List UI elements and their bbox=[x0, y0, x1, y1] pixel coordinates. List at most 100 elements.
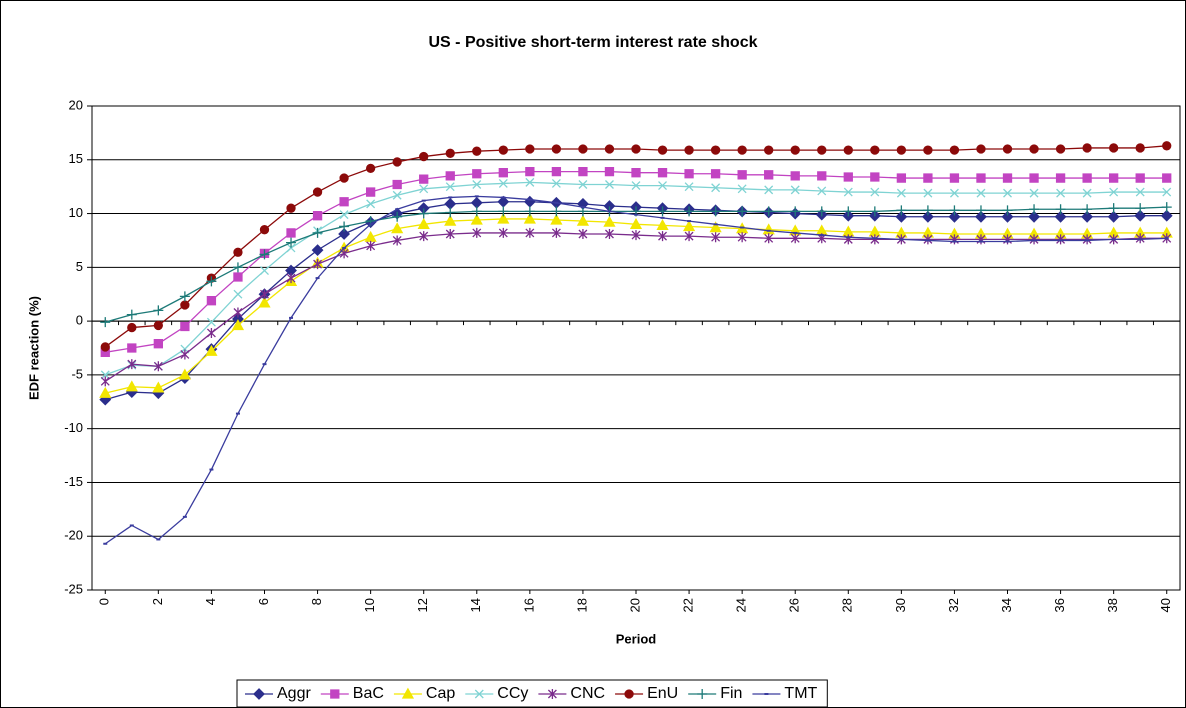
marker bbox=[419, 174, 429, 184]
marker bbox=[392, 157, 402, 167]
marker bbox=[339, 173, 349, 183]
marker bbox=[1028, 210, 1040, 223]
marker bbox=[498, 145, 508, 155]
marker bbox=[1135, 203, 1146, 214]
marker bbox=[153, 339, 163, 349]
marker bbox=[498, 178, 508, 188]
marker bbox=[976, 188, 986, 198]
marker bbox=[578, 228, 588, 239]
marker bbox=[896, 205, 907, 216]
marker bbox=[1082, 234, 1092, 245]
marker bbox=[631, 230, 641, 241]
marker bbox=[578, 180, 588, 189]
marker bbox=[312, 211, 323, 221]
marker bbox=[790, 206, 801, 217]
marker bbox=[1029, 204, 1040, 215]
marker bbox=[232, 262, 243, 273]
marker bbox=[710, 169, 721, 179]
y-tick-label: -10 bbox=[64, 420, 83, 435]
marker bbox=[445, 171, 455, 181]
marker bbox=[870, 234, 880, 245]
marker bbox=[816, 206, 827, 217]
marker bbox=[524, 206, 535, 217]
marker bbox=[99, 386, 112, 398]
marker bbox=[684, 182, 694, 192]
marker bbox=[286, 237, 297, 248]
marker bbox=[1054, 210, 1067, 223]
marker bbox=[578, 144, 588, 154]
x-tick-label: 10 bbox=[362, 598, 377, 612]
marker bbox=[656, 219, 669, 231]
legend-label: CCy bbox=[497, 685, 528, 702]
marker bbox=[1003, 188, 1012, 198]
marker bbox=[657, 145, 668, 155]
marker bbox=[547, 689, 557, 699]
marker bbox=[339, 210, 349, 220]
marker bbox=[737, 170, 747, 180]
marker bbox=[576, 214, 590, 226]
x-tick-label: 20 bbox=[627, 598, 642, 612]
marker bbox=[286, 228, 296, 238]
x-axis-label: Period bbox=[616, 631, 657, 646]
marker bbox=[391, 222, 404, 234]
marker bbox=[578, 166, 588, 177]
marker bbox=[976, 144, 986, 154]
x-tick-label: 40 bbox=[1158, 598, 1173, 612]
marker bbox=[711, 183, 721, 193]
x-tick-label: 18 bbox=[574, 598, 589, 612]
marker bbox=[709, 221, 722, 233]
marker bbox=[551, 166, 562, 177]
marker bbox=[1056, 188, 1066, 198]
marker bbox=[470, 213, 483, 225]
marker bbox=[790, 233, 800, 244]
legend: Aggr BaC Cap CCy CNC EnU Fin TMT bbox=[236, 679, 828, 708]
marker bbox=[790, 171, 800, 181]
marker bbox=[949, 205, 960, 216]
marker bbox=[498, 206, 509, 217]
x-tick-label: 6 bbox=[256, 598, 271, 605]
marker bbox=[1135, 187, 1145, 197]
series bbox=[100, 141, 1172, 352]
legend-label: TMT bbox=[784, 685, 817, 702]
y-tick-label: -20 bbox=[64, 528, 83, 543]
marker bbox=[258, 296, 271, 308]
x-tick-label: 34 bbox=[999, 598, 1014, 612]
x-tick-label: 30 bbox=[893, 598, 908, 612]
chart-title: US - Positive short-term interest rate s… bbox=[429, 34, 758, 51]
marker bbox=[401, 687, 415, 699]
marker bbox=[710, 145, 721, 155]
marker bbox=[259, 249, 270, 260]
x-tick-label: 26 bbox=[787, 598, 802, 612]
y-axis-label: EDF reaction (%) bbox=[26, 296, 41, 400]
marker bbox=[127, 359, 137, 370]
marker bbox=[366, 240, 376, 251]
marker bbox=[180, 321, 190, 332]
marker bbox=[658, 181, 667, 191]
legend-label: CNC bbox=[570, 685, 605, 702]
marker bbox=[233, 272, 243, 282]
marker bbox=[497, 212, 510, 224]
marker bbox=[1002, 144, 1013, 154]
marker bbox=[790, 145, 800, 155]
marker bbox=[711, 232, 721, 243]
marker bbox=[330, 689, 340, 699]
marker bbox=[657, 206, 668, 217]
marker bbox=[949, 173, 960, 183]
marker bbox=[976, 173, 986, 183]
marker bbox=[870, 187, 880, 197]
marker bbox=[790, 185, 800, 195]
marker bbox=[153, 305, 164, 316]
marker bbox=[523, 212, 536, 224]
marker bbox=[629, 217, 643, 229]
marker bbox=[1108, 203, 1119, 214]
marker bbox=[843, 172, 853, 182]
marker bbox=[153, 361, 163, 372]
marker bbox=[737, 206, 748, 217]
marker bbox=[206, 296, 217, 306]
marker bbox=[127, 343, 137, 353]
marker bbox=[1029, 173, 1039, 183]
marker bbox=[604, 166, 615, 177]
legend-label: BaC bbox=[353, 685, 384, 702]
marker bbox=[525, 166, 535, 177]
series bbox=[103, 195, 1169, 545]
